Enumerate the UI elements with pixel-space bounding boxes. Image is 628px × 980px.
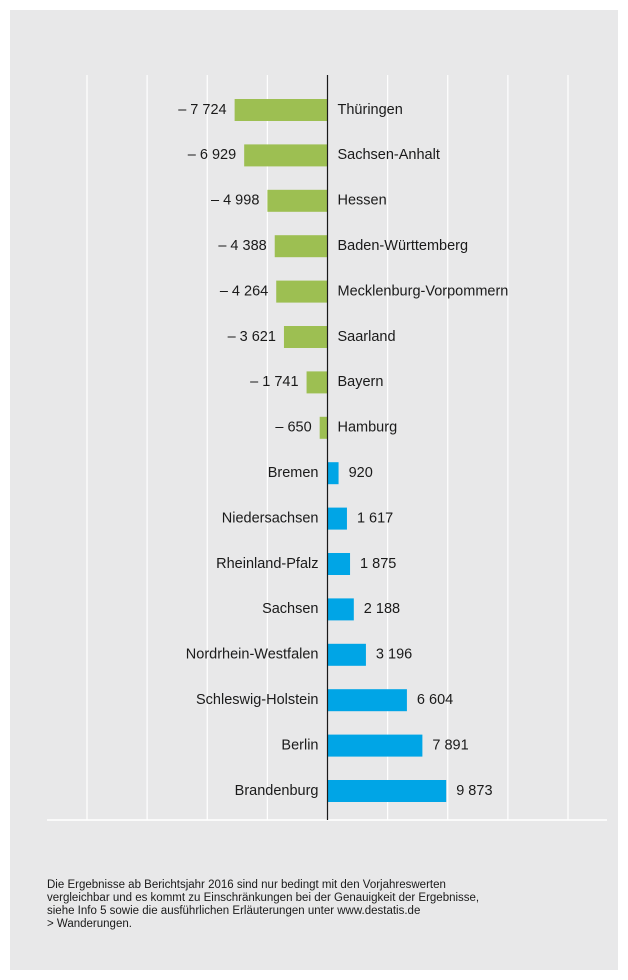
category-label: Hessen — [338, 193, 387, 209]
footnote: > Wanderungen. — [47, 918, 132, 930]
category-label: Hamburg — [338, 420, 398, 436]
footnote: siehe Info 5 sowie die ausführlichen Erl… — [47, 905, 420, 917]
value-label: – 4 998 — [211, 193, 259, 209]
category-label: Nordrhein-Westfalen — [186, 647, 319, 663]
bar — [319, 416, 328, 439]
value-label: 7 891 — [432, 737, 468, 753]
footnote: vergleichbar und es kommt zu Einschränku… — [47, 892, 479, 904]
bar — [234, 99, 328, 121]
bar — [327, 598, 354, 621]
bar — [283, 326, 328, 348]
footnote: Die Ergebnisse ab Berichtsjahr 2016 sind… — [47, 879, 446, 891]
bar — [327, 462, 339, 485]
category-label: Sachsen — [262, 601, 318, 617]
value-label: – 6 929 — [188, 147, 236, 163]
bar — [276, 280, 328, 303]
value-label: – 3 621 — [228, 329, 276, 345]
bar — [267, 189, 328, 212]
value-label: 920 — [349, 465, 373, 481]
value-label: 1 875 — [360, 556, 396, 572]
value-label: 6 604 — [417, 692, 453, 708]
bar — [306, 371, 328, 394]
bar — [244, 144, 328, 167]
value-label: 1 617 — [357, 510, 393, 526]
category-label: Schleswig-Holstein — [196, 692, 319, 708]
category-label: Brandenburg — [235, 783, 319, 799]
value-label: – 4 388 — [218, 238, 266, 254]
value-label: – 4 264 — [220, 283, 268, 299]
value-label: – 7 724 — [178, 102, 226, 118]
bar — [327, 553, 351, 575]
category-label: Baden-Württemberg — [338, 238, 469, 254]
category-label: Thüringen — [338, 102, 403, 118]
bar — [327, 780, 447, 802]
bar — [274, 235, 328, 258]
category-label: Niedersachsen — [222, 510, 319, 526]
category-label: Saarland — [338, 329, 396, 345]
category-label: Bremen — [268, 465, 319, 481]
category-label: Sachsen-Anhalt — [338, 147, 440, 163]
category-label: Berlin — [281, 737, 318, 753]
category-label: Rheinland-Pfalz — [216, 556, 318, 572]
background — [10, 10, 618, 970]
category-label: Bayern — [338, 374, 384, 390]
bar — [327, 689, 407, 712]
value-label: 2 188 — [364, 601, 400, 617]
bar — [327, 734, 423, 757]
value-label: 3 196 — [376, 647, 412, 663]
value-label: 9 873 — [456, 783, 492, 799]
value-label: – 650 — [275, 420, 311, 436]
category-label: Mecklenburg-Vorpommern — [338, 283, 509, 299]
bar — [327, 507, 347, 530]
bar — [327, 643, 366, 666]
value-label: – 1 741 — [250, 374, 298, 390]
